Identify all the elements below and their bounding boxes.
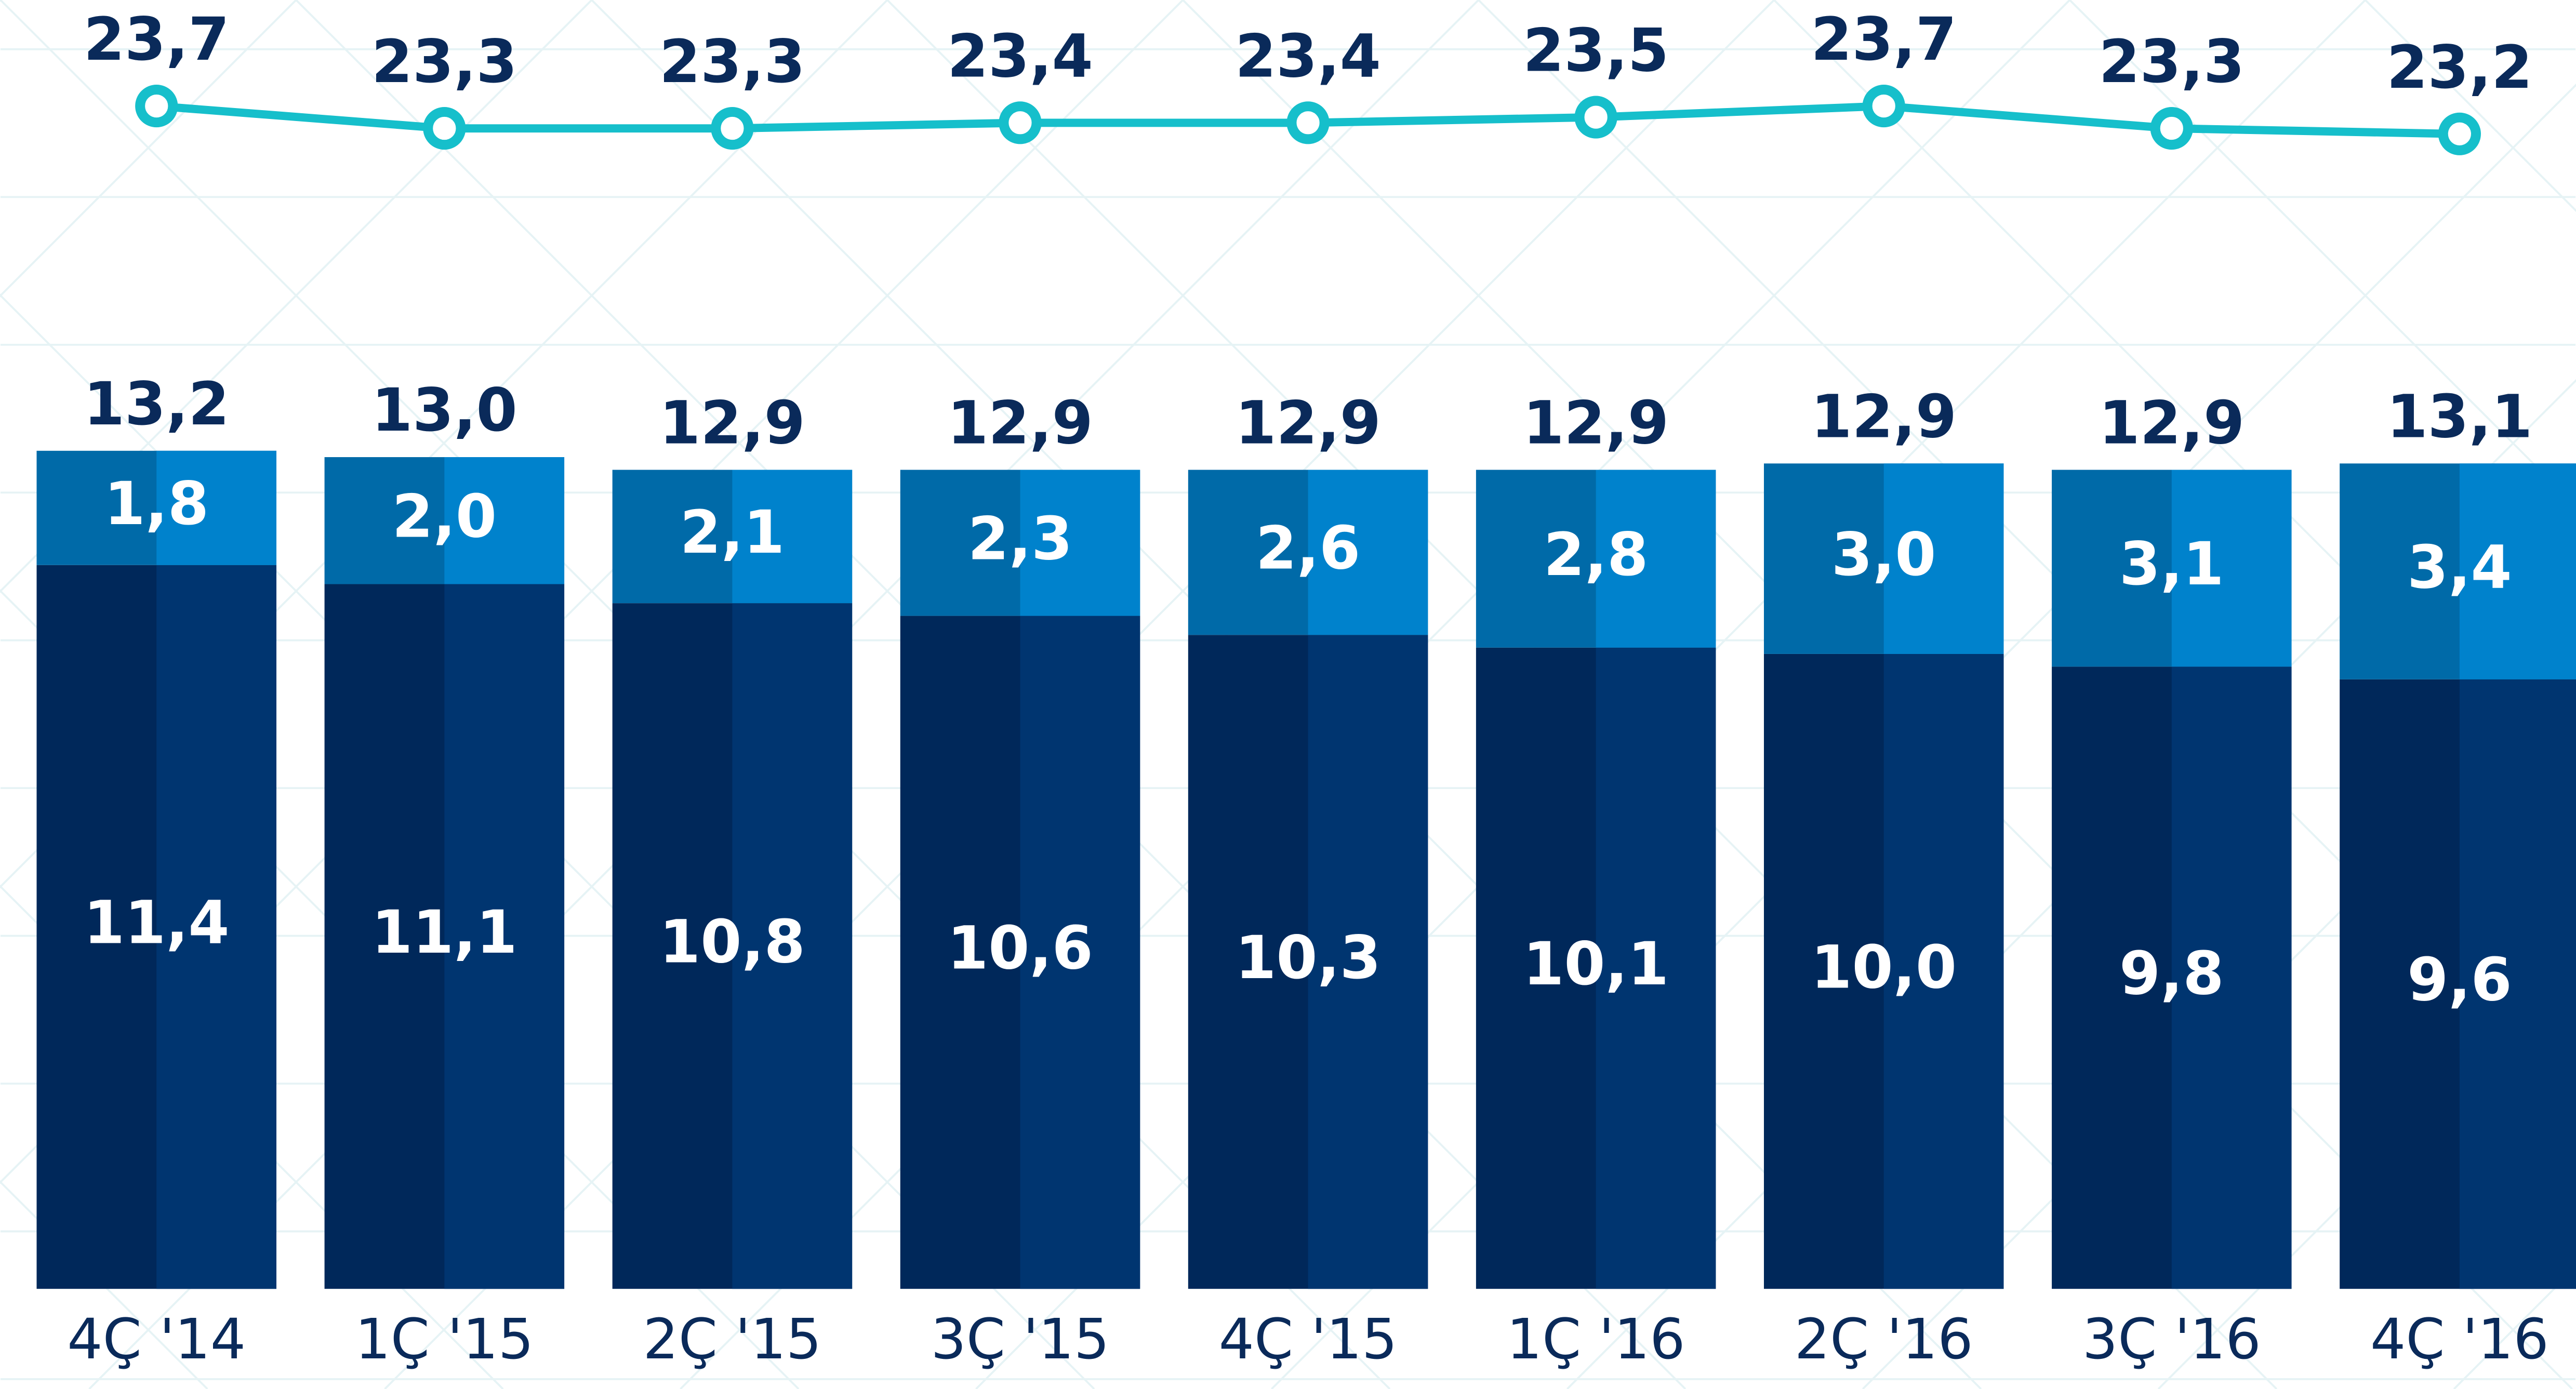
total-label: 12,9 — [1235, 389, 1381, 458]
x-tick-label: 4Ç '14 — [67, 1307, 246, 1372]
bar-shade — [732, 603, 853, 1289]
total-label: 12,9 — [1523, 389, 1669, 458]
line-value-label: 23,3 — [659, 27, 805, 96]
x-tick-label: 3Ç '15 — [931, 1307, 1110, 1372]
bar-shade — [732, 470, 853, 604]
bar-shade — [1020, 470, 1140, 616]
total-label: 12,9 — [2099, 389, 2245, 458]
bar-value-label: 2,8 — [1544, 520, 1649, 589]
bar-value-label: 3,4 — [2407, 532, 2512, 602]
bar-value-label: 2,1 — [680, 498, 785, 567]
bar-value-label: 3,1 — [2119, 529, 2224, 598]
bar-value-label: 3,0 — [1831, 520, 1936, 589]
x-tick-label: 3Ç '16 — [2082, 1307, 2261, 1372]
bar-shade — [2171, 470, 2292, 667]
line-value-label: 23,3 — [2099, 27, 2245, 96]
line-point — [999, 101, 1042, 144]
bar-value-label: 2,3 — [968, 504, 1073, 573]
bg-line — [0, 0, 297, 298]
bar-shade — [1308, 470, 1428, 635]
bar-value-label: 10,1 — [1523, 929, 1669, 998]
bar-value-label: 9,8 — [2119, 939, 2224, 1008]
line-value-label: 23,2 — [2387, 33, 2533, 102]
line-value-label: 23,7 — [1811, 5, 1957, 74]
bar-value-label: 9,6 — [2407, 945, 2512, 1014]
line-point — [135, 84, 178, 128]
line-point — [711, 106, 754, 150]
x-tick-label: 2Ç '15 — [643, 1307, 821, 1372]
bar-shade — [1883, 653, 2004, 1289]
total-label: 13,2 — [84, 369, 230, 438]
x-tick-label: 1Ç '16 — [1507, 1307, 1685, 1372]
bar-shade — [2171, 666, 2292, 1289]
bg-line — [2069, 0, 2576, 508]
bar-shade — [2459, 679, 2576, 1289]
line-value-label: 23,5 — [1523, 16, 1669, 85]
line-value-label: 23,7 — [84, 5, 230, 74]
bar-value-label: 2,0 — [392, 482, 497, 551]
bar-value-label: 11,1 — [371, 898, 517, 967]
bar-shade — [156, 565, 276, 1289]
bar-value-label: 10,8 — [659, 907, 805, 976]
x-tick-label: 1Ç '15 — [355, 1307, 534, 1372]
bar-shade — [1020, 616, 1140, 1289]
bar-shade — [1596, 470, 1716, 648]
bar-value-label: 1,8 — [104, 469, 209, 538]
line-value-label: 23,4 — [1235, 21, 1381, 90]
total-label: 12,9 — [947, 389, 1093, 458]
total-label: 13,0 — [371, 376, 517, 445]
bar-value-label: 10,0 — [1811, 932, 1957, 1001]
bar-shade — [2459, 463, 2576, 679]
bar-value-label: 2,6 — [1256, 514, 1361, 583]
bar-value-label: 11,4 — [84, 888, 230, 957]
line-value-label: 23,3 — [371, 27, 517, 96]
total-label: 13,1 — [2387, 382, 2533, 451]
bar-shade — [444, 584, 565, 1289]
total-label: 12,9 — [659, 389, 805, 458]
line-point — [2438, 112, 2481, 155]
line-point — [2150, 106, 2193, 150]
bar-shade — [1308, 635, 1428, 1289]
total-label: 12,9 — [1811, 382, 1957, 451]
bar-value-label: 10,3 — [1235, 923, 1381, 992]
bar-value-label: 10,6 — [947, 914, 1093, 983]
bar-shade — [1596, 647, 1716, 1289]
line-point — [1862, 84, 1905, 128]
line-point — [423, 106, 466, 150]
x-tick-label: 4Ç '16 — [2370, 1307, 2549, 1372]
bar-shade — [444, 457, 565, 584]
bg-line — [0, 0, 593, 593]
bar-shade — [156, 450, 276, 565]
bar-shade — [1883, 463, 2004, 654]
x-tick-label: 4Ç '15 — [1219, 1307, 1398, 1372]
line-point — [1574, 96, 1617, 139]
x-tick-label: 2Ç '16 — [1795, 1307, 1973, 1372]
line-value-label: 23,4 — [947, 21, 1093, 90]
line-point — [1286, 101, 1330, 144]
